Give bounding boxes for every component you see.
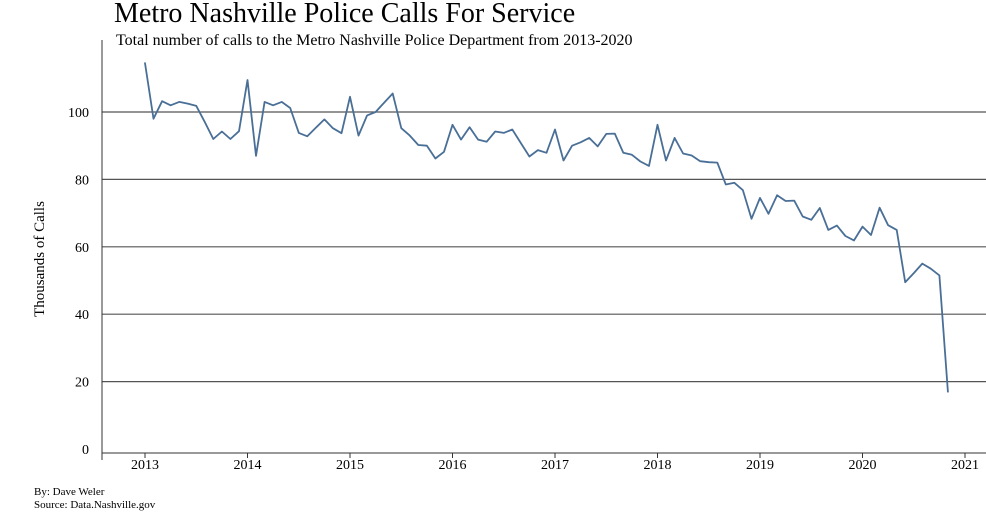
credit-source: Source: Data.Nashville.gov: [34, 499, 156, 511]
y-tick-label: 0: [82, 443, 89, 458]
y-tick-label: 20: [75, 376, 89, 391]
series-line: [144, 62, 949, 393]
x-tick-label: 2020: [849, 458, 877, 473]
x-tick-label: 2019: [746, 458, 774, 473]
x-tick-label: 2021: [951, 458, 979, 473]
x-tick-label: 2014: [234, 458, 262, 473]
chart-subtitle: Total number of calls to the Metro Nashv…: [116, 32, 633, 49]
x-tick-label: 2018: [644, 458, 672, 473]
y-tick-label: 80: [75, 173, 89, 188]
y-axis-title: Thousands of Calls: [32, 201, 48, 317]
y-tick-label: 40: [75, 308, 89, 323]
y-tick-label: 100: [68, 106, 89, 121]
x-tick-label: 2017: [541, 458, 569, 473]
x-tick-label: 2013: [131, 458, 159, 473]
x-tick-label: 2016: [439, 458, 467, 473]
chart-title: Metro Nashville Police Calls For Service: [114, 0, 576, 29]
x-tick-label: 2015: [336, 458, 364, 473]
credit-author: By: Dave Weler: [34, 486, 105, 498]
y-tick-label: 60: [75, 241, 89, 256]
